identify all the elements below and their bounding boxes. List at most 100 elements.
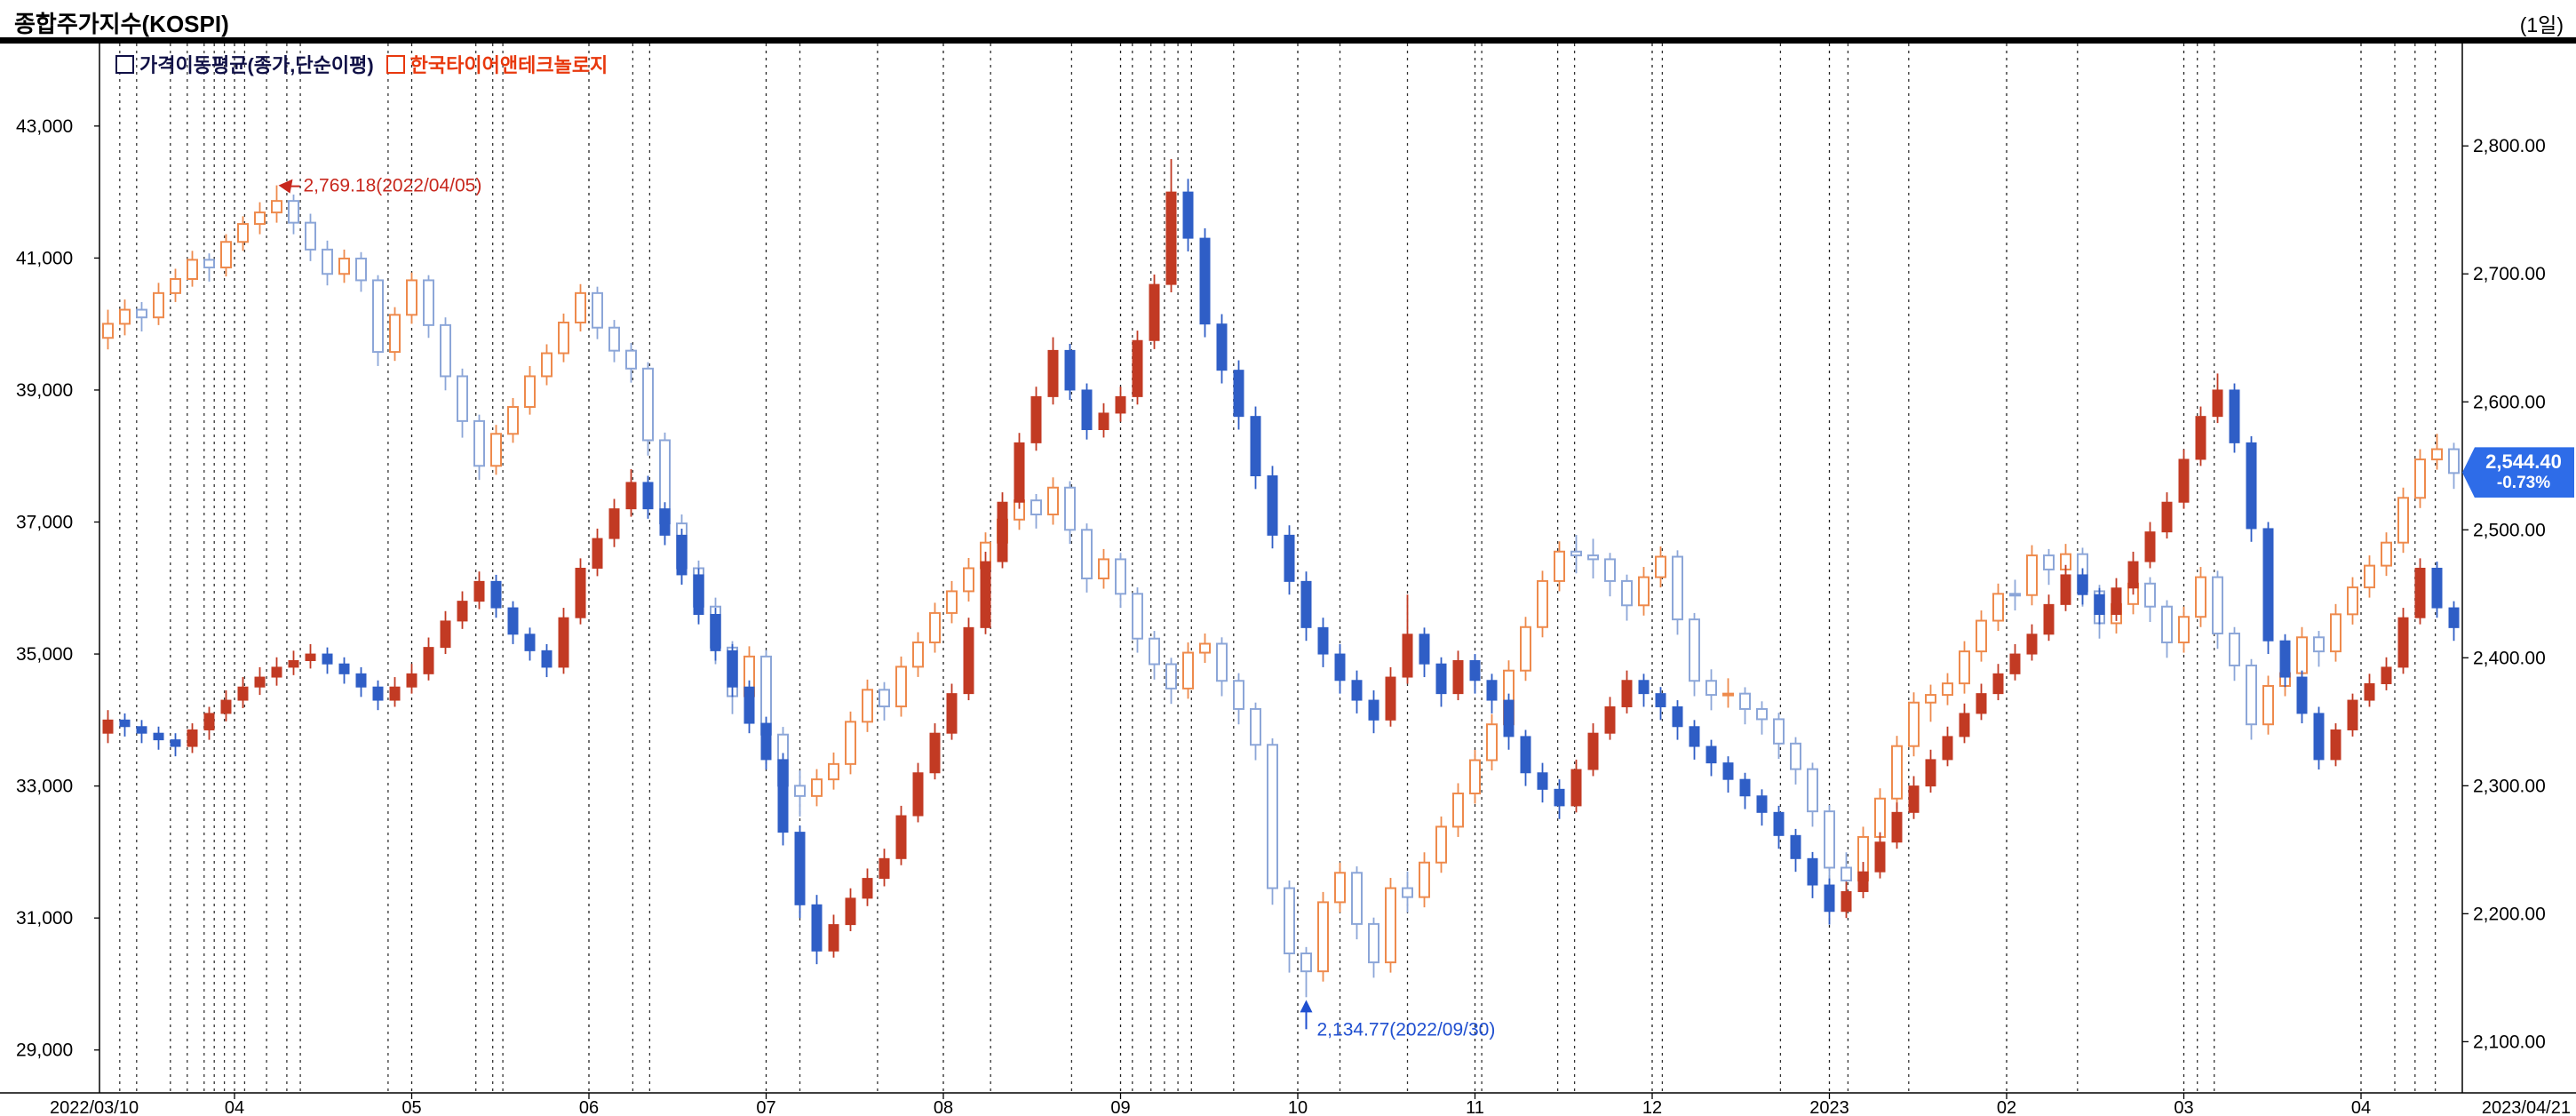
stock-candle-body (1435, 663, 1447, 695)
stock-candle-body (828, 924, 839, 952)
stock-candle-body (2414, 568, 2426, 618)
kospi-candle-body (1216, 642, 1228, 682)
kospi-candle-body (1419, 861, 1430, 898)
stock-candle-body (1739, 778, 1751, 797)
stock-candle-body (794, 832, 806, 905)
stock-candle-body (1250, 416, 1261, 477)
kospi-candle-body (1284, 887, 1295, 955)
kospi-candle-body (1925, 694, 1936, 704)
stock-candle-body (2448, 607, 2460, 628)
stock-candle-body (1908, 785, 1920, 813)
legend-item-moving-average[interactable]: 가격이동평균(종가,단순이평) (115, 50, 374, 78)
stock-candle-body (710, 613, 721, 651)
stock-candle-body (1064, 349, 1076, 391)
stock-candle-body (2161, 501, 2173, 533)
stock-candle-body (1790, 834, 1801, 859)
kospi-candle-body (1435, 825, 1447, 864)
kospi-candle-body (102, 323, 114, 339)
stock-candle-body (2009, 653, 2021, 674)
y-axis-label-right: 2,500.00 (2473, 520, 2546, 540)
annotation-label-peak: 2,769.18(2022/04/05) (304, 176, 482, 196)
legend-item-overlay-stock[interactable]: 한국타이어앤테크놀로지 (386, 50, 608, 78)
stock-candle-body (170, 739, 181, 747)
price-badge-value: 2,544.40 (2485, 450, 2562, 474)
kospi-candle-body (1773, 718, 1785, 745)
kospi-candle-body (1385, 887, 1396, 964)
stock-candle-body (1149, 283, 1160, 341)
kospi-candle-body (2364, 564, 2375, 589)
stock-candle-body (2347, 699, 2358, 730)
kospi-candle-body (1874, 797, 1886, 838)
kospi-candle-body (2043, 554, 2055, 570)
stock-candle-body (1368, 699, 1379, 721)
stock-candle-body (963, 626, 974, 695)
stock-candle-body (2431, 568, 2443, 609)
kospi-candle-body (440, 323, 451, 378)
kospi-candle-body (1554, 550, 1565, 582)
kospi-candle-body (879, 689, 890, 708)
x-axis-label: 11 (1466, 1098, 1484, 1116)
stock-candle-body (811, 904, 823, 952)
y-axis-label-right: 2,200.00 (2473, 904, 2546, 924)
kospi-candle-body (136, 308, 147, 319)
kospi-candle-body (237, 223, 249, 243)
stock-candle-body (2364, 682, 2375, 701)
stock-candle-body (558, 617, 569, 668)
y-axis-label-left: 29,000 (16, 1040, 73, 1061)
kospi-candle-body (1655, 555, 1666, 578)
plot-background[interactable] (99, 44, 2462, 1093)
stock-candle-body (1520, 736, 1531, 774)
stock-candle-body (1334, 653, 1346, 682)
kospi-candle-body (1165, 663, 1177, 690)
stock-candle-body (2296, 676, 2308, 714)
kospi-candle-body (1992, 593, 2004, 622)
kospi-candle-body (1317, 901, 1329, 973)
kospi-candle-body (1064, 486, 1076, 531)
kospi-candle-body (2246, 664, 2257, 726)
stock-candle-body (997, 501, 1008, 562)
kospi-candle-body (1959, 650, 1970, 685)
stock-candle-body (676, 534, 688, 576)
kospi-candle-body (2144, 582, 2156, 608)
stock-candle-body (912, 772, 924, 817)
x-axis-label: 07 (756, 1098, 775, 1116)
stock-candle-body (153, 732, 164, 741)
kospi-candle-body (845, 721, 856, 765)
kospi-candle-body (1334, 872, 1346, 904)
kospi-candle-body (2178, 616, 2190, 644)
x-axis-label: 2022/03/10 (50, 1098, 139, 1116)
stock-candle-body (862, 878, 873, 899)
stock-candle-body (1503, 699, 1515, 737)
kospi-candle-body (1807, 768, 1818, 813)
kospi-candle-body (507, 406, 519, 435)
kospi-candle-body (2009, 593, 2021, 597)
stock-candle-body (2397, 617, 2409, 668)
kospi-candle-body (1300, 953, 1312, 973)
stock-candle-body (727, 650, 738, 688)
stock-candle-body (389, 686, 401, 701)
y-axis-label-right: 2,700.00 (2473, 264, 2546, 284)
kospi-candle-body (524, 375, 536, 409)
stock-candle-body (1351, 680, 1363, 701)
stock-candle-body (102, 719, 114, 734)
kospi-candle-body (389, 314, 401, 354)
stock-candle-body (895, 815, 907, 859)
kospi-candle-body (2431, 448, 2443, 461)
kospi-candle-body (1976, 619, 1987, 653)
stock-candle-body (743, 686, 755, 724)
checkbox-icon (386, 54, 405, 74)
x-axis-label: 05 (402, 1098, 421, 1116)
stock-candle-body (2212, 389, 2223, 418)
window-title: 종합주가지수(KOSPI) (14, 11, 229, 37)
annotation-arrow-trough (1300, 1000, 1313, 1013)
kospi-candle-body (811, 778, 823, 797)
kospi-candle-body (2296, 636, 2308, 674)
header-divider (0, 37, 2576, 44)
kospi-candle-body (895, 666, 907, 708)
stock-candle-body (1756, 795, 1768, 813)
stock-candle-body (980, 561, 991, 628)
kospi-candle-body (355, 257, 367, 282)
header: 종합주가지수(KOSPI) (1일) (0, 0, 2576, 37)
